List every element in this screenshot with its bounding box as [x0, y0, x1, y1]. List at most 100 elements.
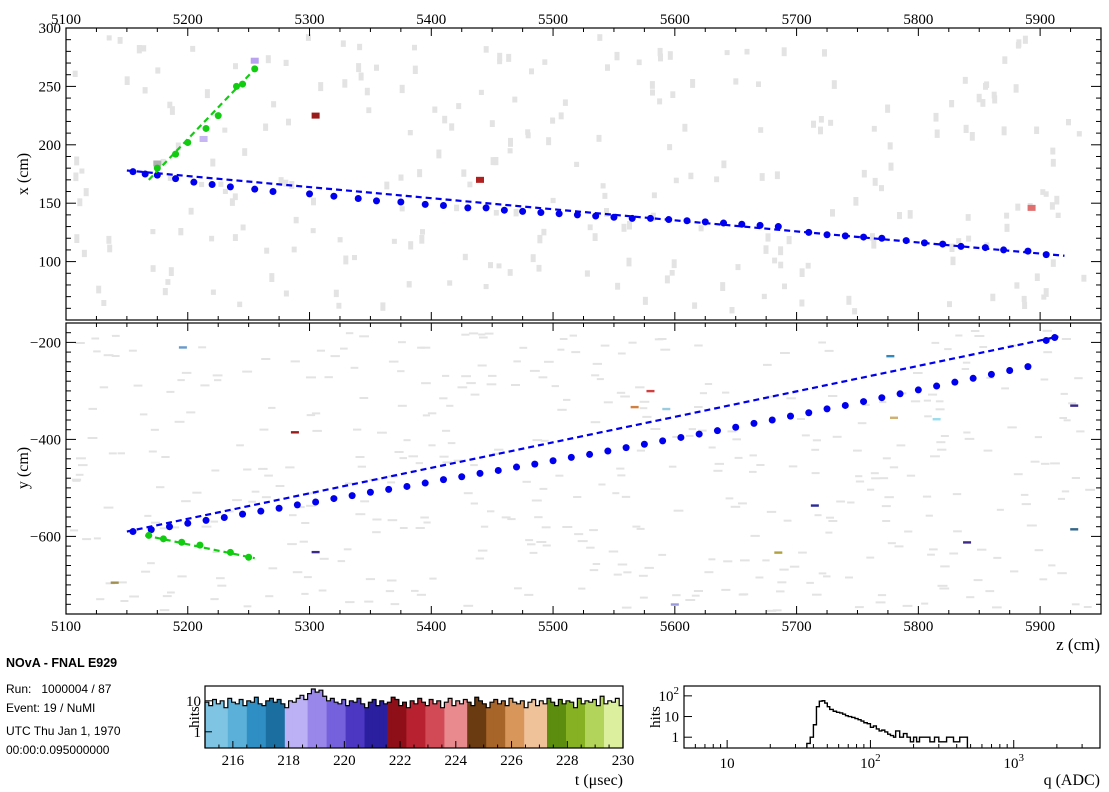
noise-hit [261, 358, 271, 360]
time-histogram-bar [554, 705, 559, 748]
noise-hit [449, 123, 455, 131]
noise-hit [1034, 273, 1040, 281]
time-histogram-bar [581, 703, 586, 748]
noise-hit [87, 437, 98, 439]
noise-hit [1007, 426, 1017, 429]
track-hit-point [805, 228, 813, 236]
noise-hit [415, 527, 425, 529]
noise-hit [628, 341, 637, 344]
event-value: 19 / NuMI [43, 701, 96, 715]
noise-hit [574, 533, 584, 536]
noise-hit [312, 429, 322, 432]
noise-hit [1022, 35, 1028, 44]
colored-hit [311, 112, 320, 119]
noise-hit [1041, 294, 1047, 300]
noise-hit [384, 181, 390, 190]
noise-hit [261, 496, 271, 499]
noise-hit [408, 455, 418, 458]
noise-hit [242, 370, 253, 373]
noise-hit [685, 599, 696, 601]
y-tick-label: −200 [30, 335, 61, 351]
z-axis-label: z (cm) [1056, 635, 1100, 654]
x-tick-label: 5600 [660, 619, 690, 635]
noise-hit [470, 393, 480, 396]
noise-hit [407, 130, 413, 136]
time-histogram-bar [330, 698, 335, 748]
noise-hit [336, 302, 342, 309]
noise-hit [283, 59, 289, 66]
noise-hit [306, 504, 316, 507]
noise-hit [692, 302, 698, 309]
noise-hit [105, 582, 115, 585]
noise-hit [212, 551, 220, 554]
noise-hit [356, 63, 362, 73]
noise-hit [924, 415, 932, 418]
noise-hit [934, 129, 940, 138]
noise-hit [365, 578, 375, 581]
noise-hit [714, 462, 724, 465]
noise-hit [1054, 195, 1060, 205]
noise-hit [1040, 189, 1046, 195]
noise-hit [698, 429, 707, 432]
colored-hit [774, 551, 783, 554]
noise-hit [150, 428, 159, 431]
noise-hit [778, 261, 784, 269]
noise-hit [275, 485, 285, 487]
noise-hit [562, 99, 568, 106]
noise-hit [799, 299, 805, 307]
noise-hit [783, 519, 792, 522]
noise-hit [688, 172, 694, 180]
x-tick-label: 5800 [903, 12, 933, 28]
noise-hit [763, 245, 769, 254]
charge-y-tick-label: 10 [664, 710, 679, 726]
noise-hit [1068, 402, 1077, 405]
noise-hit [882, 457, 891, 460]
noise-hit [617, 474, 626, 477]
time-histogram-color-bands [205, 689, 624, 748]
noise-hit [259, 428, 269, 431]
track-hit-point [659, 437, 667, 445]
x-tick-label: 5400 [416, 619, 446, 635]
noise-hit [386, 579, 397, 582]
noise-hit [540, 439, 549, 442]
noise-hit [953, 530, 962, 533]
time-histogram-bar [414, 703, 419, 748]
track-hit-point [330, 192, 338, 200]
noise-hit [992, 95, 998, 104]
noise-hit [175, 142, 181, 151]
noise-hit [162, 595, 172, 598]
noise-hit [453, 459, 463, 462]
time-histogram-bar [288, 700, 293, 748]
noise-hit [673, 177, 679, 184]
noise-hit [963, 124, 969, 133]
track-hit-point [306, 190, 314, 198]
time-histogram-bar [524, 707, 529, 748]
noise-hit [885, 104, 891, 113]
noise-hit [555, 474, 564, 477]
noise-hit [1043, 351, 1053, 354]
noise-hit [141, 570, 151, 573]
x-tick-label: 5600 [660, 12, 690, 28]
run-value: 1000004 / 87 [41, 682, 112, 696]
noise-hit [983, 82, 988, 90]
colored-hit [1070, 404, 1079, 407]
noise-hit [966, 235, 972, 242]
noise-hit [766, 609, 777, 612]
noise-hit [636, 59, 642, 66]
noise-hit [529, 369, 540, 372]
track-hit-point [330, 495, 338, 503]
charge-histogram-frame [683, 685, 1101, 749]
noise-hit [713, 469, 723, 472]
noise-hit [1050, 158, 1056, 167]
track-hit-point [476, 469, 484, 477]
noise-hit [423, 521, 431, 524]
noise-hit [397, 370, 405, 373]
time-histogram-panel: 216 218 220 222 224 226 228 230 1 10 hits t (μsec… [186, 685, 634, 789]
top-view-frame [65, 27, 1102, 321]
time-histogram-bar [239, 699, 244, 748]
noise-hit [412, 65, 418, 74]
noise-hit [493, 157, 499, 166]
noise-hit [291, 246, 297, 253]
noise-hit [337, 237, 343, 243]
noise-hit [301, 592, 309, 595]
